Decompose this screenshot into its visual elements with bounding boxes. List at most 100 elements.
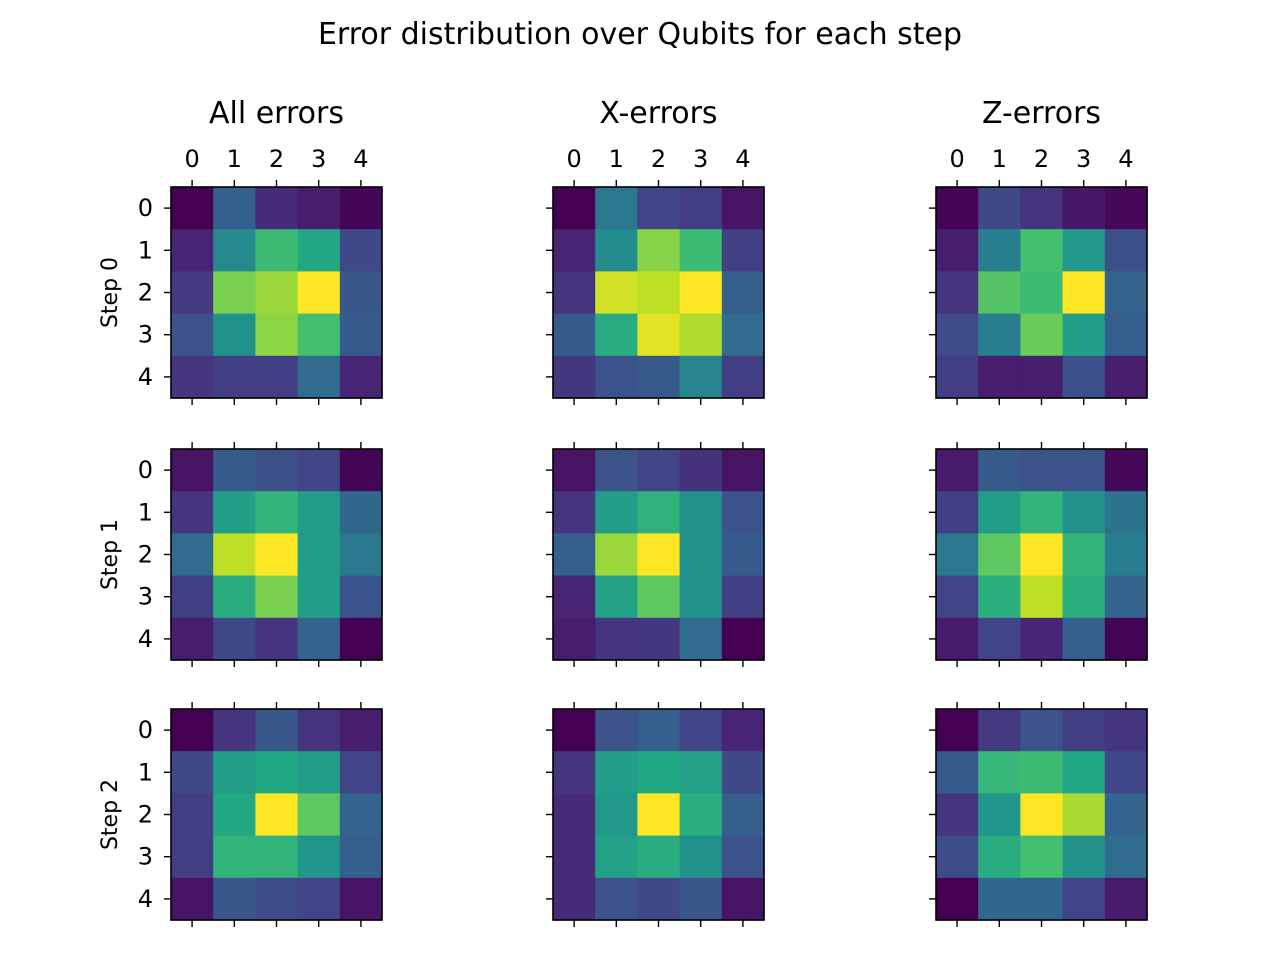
heatmap-cell	[1104, 313, 1148, 357]
heatmap-cell	[1104, 271, 1148, 315]
heatmap-cell	[1062, 617, 1106, 661]
heatmap-cell	[679, 835, 723, 879]
heatmap-cell	[1104, 229, 1148, 272]
heatmap-cell	[595, 229, 638, 272]
heatmap-cell	[721, 877, 765, 921]
heatmap-cell	[213, 449, 256, 492]
heatmap-cell	[171, 835, 214, 879]
heatmap-cell	[255, 709, 299, 752]
heatmap-cell	[721, 617, 765, 661]
heatmap-cell	[721, 355, 765, 399]
heatmap-cell	[637, 533, 681, 577]
heatmap-cell	[339, 835, 383, 879]
heatmap-cell	[721, 449, 765, 492]
heatmap-cell	[171, 271, 214, 315]
y-tick-label: 2	[138, 279, 153, 307]
heatmap-cell	[637, 271, 681, 315]
x-tick-label: 1	[609, 145, 624, 173]
x-tick-label: 0	[566, 145, 581, 173]
heatmap-cell	[297, 835, 341, 879]
heatmap-cell	[1020, 617, 1064, 661]
heatmap-cell	[978, 271, 1021, 315]
heatmap-cell	[297, 617, 341, 661]
heatmap-cell	[679, 271, 723, 315]
heatmap-cell	[1062, 187, 1106, 230]
heatmap-cell	[255, 313, 299, 357]
heatmap-cell	[936, 835, 979, 879]
heatmap-cell	[255, 355, 299, 399]
heatmap-cell	[553, 751, 596, 794]
heatmap-cell	[595, 449, 638, 492]
heatmap-cell	[1104, 793, 1148, 837]
heatmap-cell	[255, 533, 299, 577]
x-tick-label: 1	[992, 145, 1007, 173]
heatmap-cell	[1062, 575, 1106, 619]
heatmap-cell	[1104, 533, 1148, 577]
heatmap-cell	[721, 751, 765, 794]
heatmap-cell	[978, 835, 1021, 879]
heatmap-cell	[978, 491, 1021, 534]
row-label: Step 0	[98, 257, 123, 328]
heatmap-cell	[1020, 313, 1064, 357]
heatmap-cell	[679, 877, 723, 921]
heatmap-cell	[255, 751, 299, 794]
heatmap-cell	[213, 355, 256, 399]
heatmap-cell	[1020, 575, 1064, 619]
heatmap-cell	[936, 313, 979, 357]
heatmap-cell	[171, 617, 214, 661]
heatmap-cell	[1104, 187, 1148, 230]
heatmap-cell	[339, 793, 383, 837]
heatmap-cell	[936, 575, 979, 619]
heatmap-cell	[595, 751, 638, 794]
heatmap-grid: All errors X-errors Z-errors Step 0 Step 1 St…	[98, 96, 1148, 927]
heatmap-cell	[297, 575, 341, 619]
heatmap-cell	[553, 709, 596, 752]
heatmap-cell	[1020, 751, 1064, 794]
heatmap-cell	[339, 271, 383, 315]
heatmap-panel	[546, 442, 765, 667]
y-tick-label: 3	[138, 843, 153, 871]
heatmap-cell	[936, 449, 979, 492]
heatmap-cell	[679, 617, 723, 661]
heatmap-cell	[679, 709, 723, 752]
heatmap-cell	[936, 877, 979, 921]
heatmap-cell	[1062, 313, 1106, 357]
y-tick-label: 4	[138, 885, 153, 913]
heatmap-cell	[171, 751, 214, 794]
y-tick-label: 4	[138, 363, 153, 391]
y-tick-label: 0	[138, 456, 153, 484]
heatmap-cell	[721, 793, 765, 837]
heatmap-cell	[637, 313, 681, 357]
heatmap-cell	[637, 575, 681, 619]
heatmap-cell	[637, 449, 681, 492]
heatmap-cell	[553, 271, 596, 315]
heatmap-cell	[171, 491, 214, 534]
y-tick-label: 0	[138, 194, 153, 222]
y-tick-label: 0	[138, 716, 153, 744]
heatmap-cell	[721, 187, 765, 230]
heatmap-cell	[637, 187, 681, 230]
heatmap-cell	[936, 617, 979, 661]
heatmap-cell	[1104, 575, 1148, 619]
heatmap-cell	[1104, 449, 1148, 492]
heatmap-cell	[679, 449, 723, 492]
heatmap-cell	[637, 617, 681, 661]
heatmap-cell	[1020, 835, 1064, 879]
heatmap-cell	[1062, 533, 1106, 577]
heatmap-cell	[255, 271, 299, 315]
heatmap-cell	[213, 877, 256, 921]
heatmap-cell	[595, 313, 638, 357]
heatmap-cell	[1062, 709, 1106, 752]
heatmap-cell	[339, 449, 383, 492]
heatmap-cell	[553, 835, 596, 879]
heatmap-cell	[978, 751, 1021, 794]
heatmap-cell	[1062, 449, 1106, 492]
heatmap-cell	[679, 187, 723, 230]
heatmap-cell	[721, 575, 765, 619]
heatmap-cell	[339, 229, 383, 272]
heatmap-cell	[595, 835, 638, 879]
heatmap-cell	[339, 617, 383, 661]
heatmap-cell	[171, 355, 214, 399]
